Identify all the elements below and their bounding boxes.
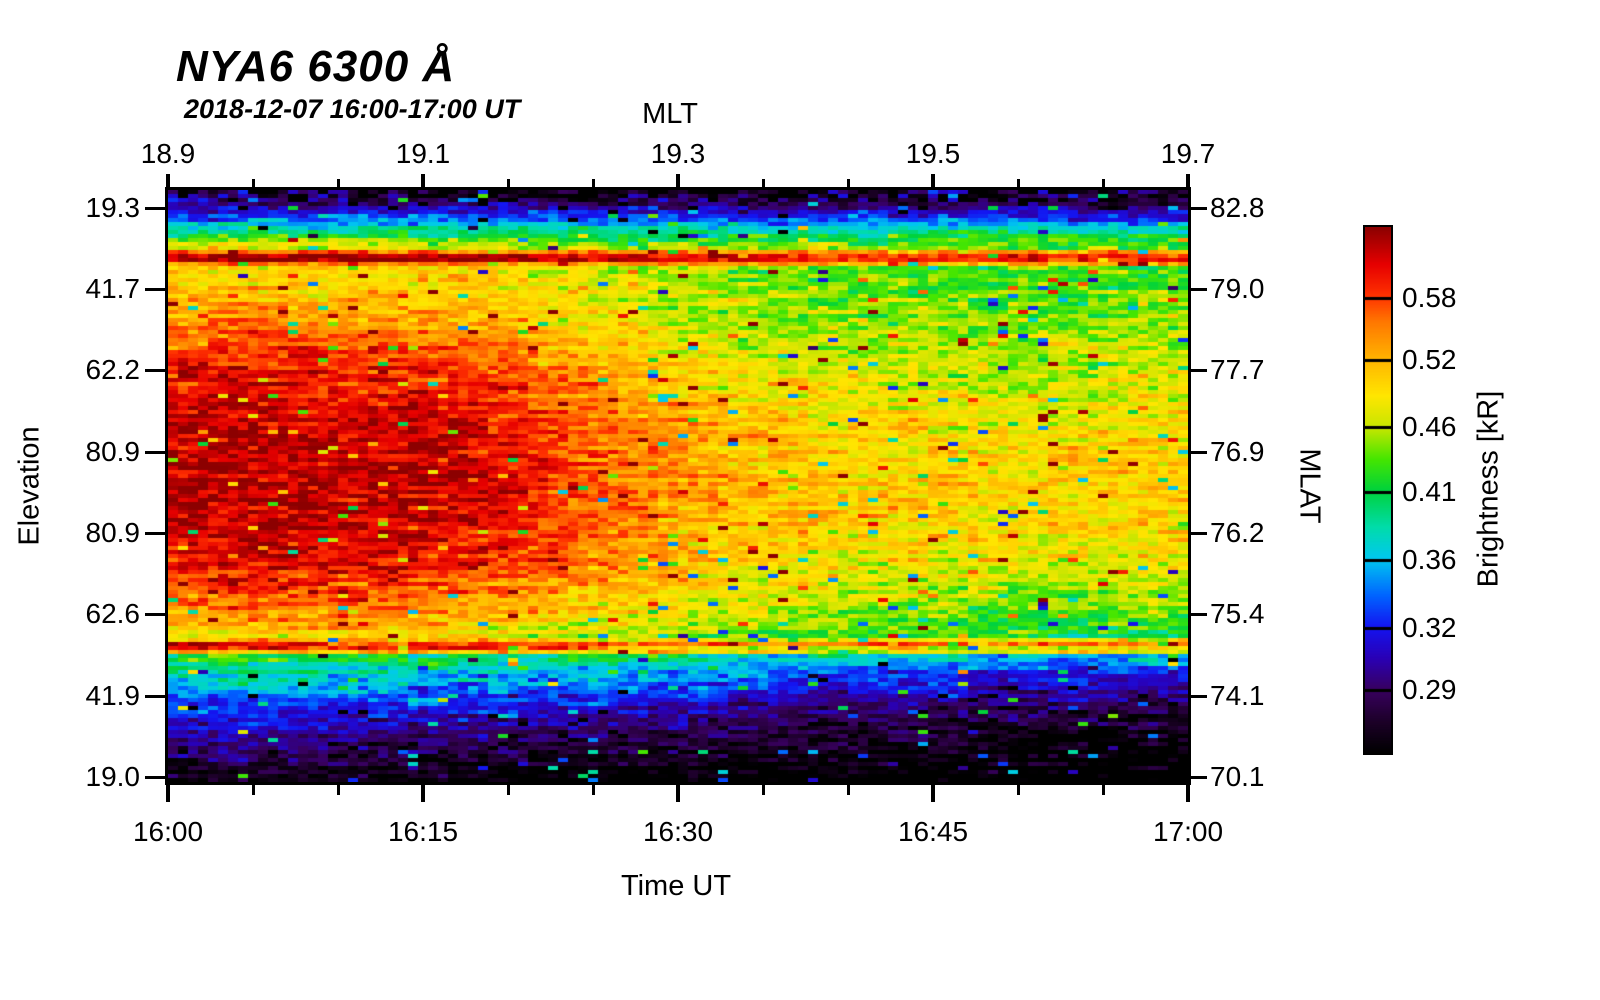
right-tick-label: 70.1 — [1210, 760, 1265, 792]
bottom-axis-tick — [762, 785, 765, 795]
top-axis-tick — [1102, 179, 1105, 187]
top-axis-tick — [847, 179, 850, 187]
bottom-tick-label: 16:15 — [387, 816, 459, 847]
top-axis-tick — [252, 179, 255, 187]
bottom-axis-tick — [1186, 785, 1190, 802]
bottom-tick-label: 16:30 — [642, 816, 714, 847]
colorbar-tick-label: 0.36 — [1402, 543, 1457, 575]
colorbar-tick-label: 0.32 — [1402, 611, 1457, 643]
left-axis-tick — [145, 776, 165, 779]
top-axis-tick — [762, 179, 765, 187]
left-tick-label: 41.9 — [85, 680, 141, 712]
right-tick-label: 79.0 — [1210, 272, 1265, 304]
left-tick-label: 80.9 — [85, 516, 141, 548]
right-axis-tick — [1191, 207, 1207, 210]
bottom-tick-label: 17:00 — [1152, 816, 1224, 847]
left-tick-label: 80.9 — [85, 436, 141, 468]
top-axis-tick — [421, 174, 425, 187]
left-axis-tick — [145, 695, 165, 698]
right-axis-tick — [1191, 532, 1207, 535]
right-tick-label: 75.4 — [1210, 597, 1265, 629]
bottom-axis-tick — [931, 785, 935, 802]
page-title: NYA6 6300 Å — [176, 42, 456, 91]
left-axis-tick — [145, 613, 165, 616]
top-tick-label: 19.1 — [395, 138, 451, 169]
right-axis-tick — [1191, 695, 1207, 698]
right-axis-tick — [1191, 613, 1207, 616]
subtitle-date-range: 2018-12-07 16:00-17:00 UT — [184, 94, 521, 124]
left-axis-tick — [145, 207, 165, 210]
top-axis-tick — [676, 174, 680, 187]
colorbar-tick-label: 0.58 — [1402, 282, 1457, 313]
top-tick-label: 19.3 — [650, 138, 706, 169]
bottom-tick-label: 16:00 — [132, 816, 204, 847]
right-axis-tick — [1191, 288, 1207, 291]
right-axis-tick — [1191, 451, 1207, 454]
right-tick-label: 77.7 — [1210, 353, 1265, 385]
top-tick-label: 19.7 — [1160, 138, 1216, 169]
right-axis-tick — [1191, 369, 1207, 372]
left-axis-tick — [145, 369, 165, 372]
top-tick-label: 19.5 — [905, 138, 961, 169]
bottom-tick-label: 16:45 — [897, 816, 969, 847]
bottom-axis-tick — [421, 785, 425, 802]
top-axis-tick — [166, 174, 170, 187]
bottom-axis-tick — [592, 785, 595, 795]
left-axis-tick — [145, 451, 165, 454]
colorbar-frame — [1363, 225, 1393, 755]
top-axis-tick — [1017, 179, 1020, 187]
right-axis-tick — [1191, 776, 1207, 779]
top-axis-title-mlt: MLT — [642, 98, 698, 130]
bottom-axis-tick — [337, 785, 340, 795]
top-axis-tick — [931, 174, 935, 187]
plot-frame — [165, 187, 1191, 785]
top-axis-tick — [592, 179, 595, 187]
bottom-axis-tick — [1017, 785, 1020, 795]
colorbar-tick-label: 0.41 — [1402, 476, 1457, 508]
bottom-axis-tick — [252, 785, 255, 795]
right-tick-label: 76.2 — [1210, 516, 1265, 548]
left-axis-tick — [145, 532, 165, 535]
bottom-axis-tick — [676, 785, 680, 802]
colorbar-tick-label: 0.46 — [1402, 410, 1457, 442]
left-tick-label: 62.2 — [85, 353, 141, 385]
top-axis-tick — [1186, 174, 1190, 187]
colorbar-tick-label: 0.52 — [1402, 344, 1457, 376]
colorbar-gradient — [1365, 227, 1391, 753]
bottom-axis-tick — [507, 785, 510, 795]
top-tick-label: 18.9 — [140, 138, 196, 169]
top-axis-tick — [507, 179, 510, 187]
left-tick-label: 19.0 — [85, 760, 141, 792]
bottom-axis-tick — [166, 785, 170, 802]
left-tick-label: 19.3 — [85, 191, 141, 223]
bottom-axis-tick — [1102, 785, 1105, 795]
colorbar-tick-label: 0.29 — [1402, 673, 1457, 705]
right-tick-label: 76.9 — [1210, 436, 1265, 468]
bottom-axis-title-time-ut: Time UT — [620, 870, 732, 902]
left-tick-label: 41.7 — [85, 272, 141, 304]
keogram-heatmap — [168, 190, 1188, 782]
bottom-axis-tick — [847, 785, 850, 795]
right-tick-label: 82.8 — [1210, 191, 1265, 223]
right-tick-label: 74.1 — [1210, 680, 1265, 712]
left-tick-label: 62.6 — [85, 597, 141, 629]
left-axis-tick — [145, 288, 165, 291]
top-axis-tick — [337, 179, 340, 187]
